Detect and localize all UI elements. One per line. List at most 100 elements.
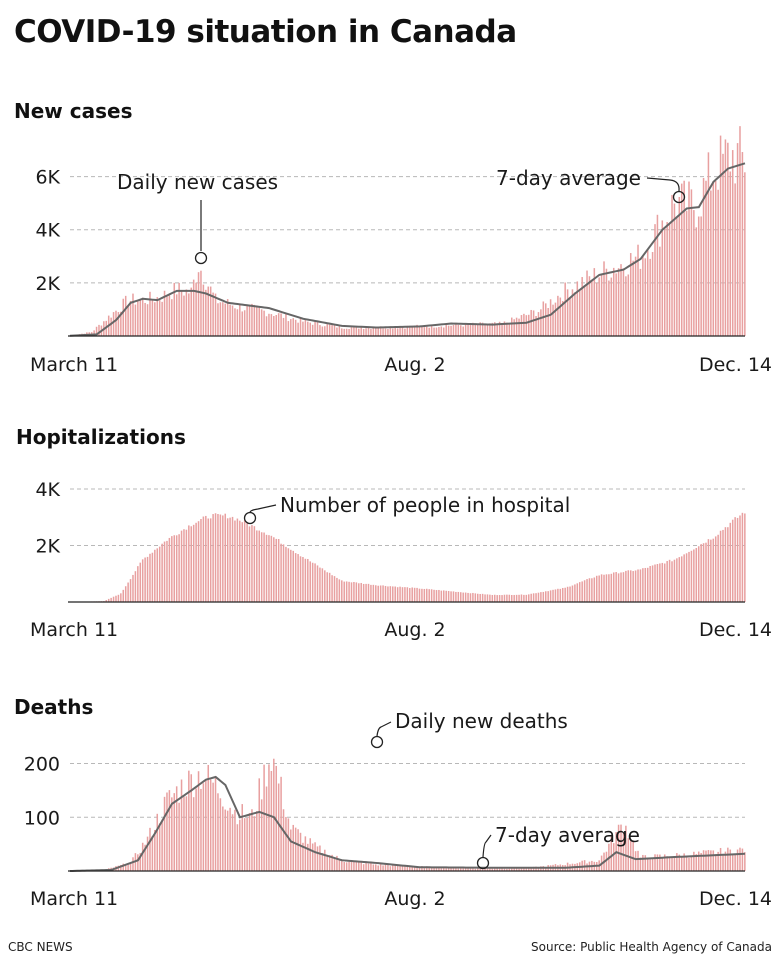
bar <box>175 786 178 871</box>
annotation-label: 7-day average <box>495 823 640 847</box>
bar <box>265 316 268 336</box>
bar <box>683 554 685 602</box>
bar <box>523 868 525 871</box>
bar <box>625 276 627 336</box>
bar <box>144 557 146 602</box>
bar <box>275 765 277 871</box>
bar <box>566 289 569 336</box>
bar <box>571 289 574 336</box>
bar <box>273 758 275 871</box>
bar <box>120 593 122 602</box>
bar <box>693 549 695 602</box>
bar <box>239 303 241 336</box>
bar <box>460 868 462 871</box>
x-tick-label: Aug. 2 <box>384 888 445 910</box>
bar <box>319 325 321 336</box>
bar <box>355 861 358 871</box>
bar <box>569 586 571 602</box>
bar <box>275 315 277 336</box>
bar <box>127 864 129 871</box>
bar <box>190 526 193 602</box>
bar <box>739 847 741 871</box>
bar <box>192 524 195 602</box>
bar <box>549 299 552 336</box>
bar <box>353 326 355 336</box>
bar <box>625 825 627 871</box>
bar <box>688 181 690 336</box>
bar <box>413 327 416 336</box>
bar <box>430 324 433 336</box>
bar <box>727 142 729 336</box>
bar <box>654 224 656 336</box>
bar <box>656 214 659 336</box>
bar <box>343 581 345 602</box>
bar <box>520 594 523 602</box>
bar <box>348 581 350 602</box>
bar <box>370 584 372 602</box>
bar <box>319 845 321 871</box>
bar <box>392 328 394 336</box>
bar <box>612 267 615 336</box>
bar <box>700 544 702 602</box>
bar <box>561 300 564 336</box>
bar <box>229 304 231 336</box>
bar <box>719 847 722 871</box>
bar <box>661 220 664 336</box>
bar <box>557 295 559 336</box>
bar <box>571 585 574 602</box>
bar <box>258 530 260 602</box>
bar <box>489 323 491 336</box>
bar <box>518 594 520 602</box>
bar <box>146 556 149 602</box>
bar <box>518 318 520 336</box>
bar <box>161 819 163 871</box>
bar <box>268 313 270 336</box>
bar <box>207 764 210 871</box>
bar <box>154 302 156 336</box>
bar <box>314 842 316 871</box>
footer-source: Source: Public Health Agency of Canada <box>531 940 772 954</box>
bar <box>156 297 159 336</box>
bar <box>294 319 297 336</box>
bar <box>586 579 588 602</box>
bar <box>122 863 125 871</box>
bar <box>523 313 525 336</box>
x-tick-label: Dec. 14 <box>699 354 772 376</box>
bar <box>642 255 644 336</box>
bar <box>719 530 722 602</box>
bar <box>372 584 375 602</box>
y-tick-label: 100 <box>24 807 60 829</box>
bar <box>564 587 566 602</box>
chart-panel-1: Hopitalizations 2K 4K March 11 Aug. 2 Dec. 14… <box>16 425 772 641</box>
bar <box>166 540 168 602</box>
bar <box>464 323 467 336</box>
bar <box>149 291 151 336</box>
bar <box>146 836 149 871</box>
bar <box>445 868 447 871</box>
bar <box>656 854 659 871</box>
bar <box>304 836 307 871</box>
bar <box>612 572 615 602</box>
bar <box>734 517 736 602</box>
bar <box>302 842 304 871</box>
bar <box>290 829 292 871</box>
bar <box>195 282 197 336</box>
bar <box>377 585 379 602</box>
bar <box>695 854 698 871</box>
bar <box>690 550 693 602</box>
bar <box>137 566 139 602</box>
bar <box>139 562 142 602</box>
bar <box>591 279 593 336</box>
bar <box>375 328 377 336</box>
bar <box>129 579 132 602</box>
bar <box>491 594 494 602</box>
bar <box>646 248 649 336</box>
bar <box>622 572 625 602</box>
charts-canvas: New cases 2K 4K 6K March 11 Aug. 2 Dec. 14 Dail… <box>14 99 772 910</box>
bar <box>744 852 746 871</box>
y-tick-label: 6K <box>35 167 60 189</box>
bar <box>695 547 698 602</box>
bar <box>166 296 168 336</box>
bar <box>192 279 195 336</box>
bar <box>389 866 392 871</box>
